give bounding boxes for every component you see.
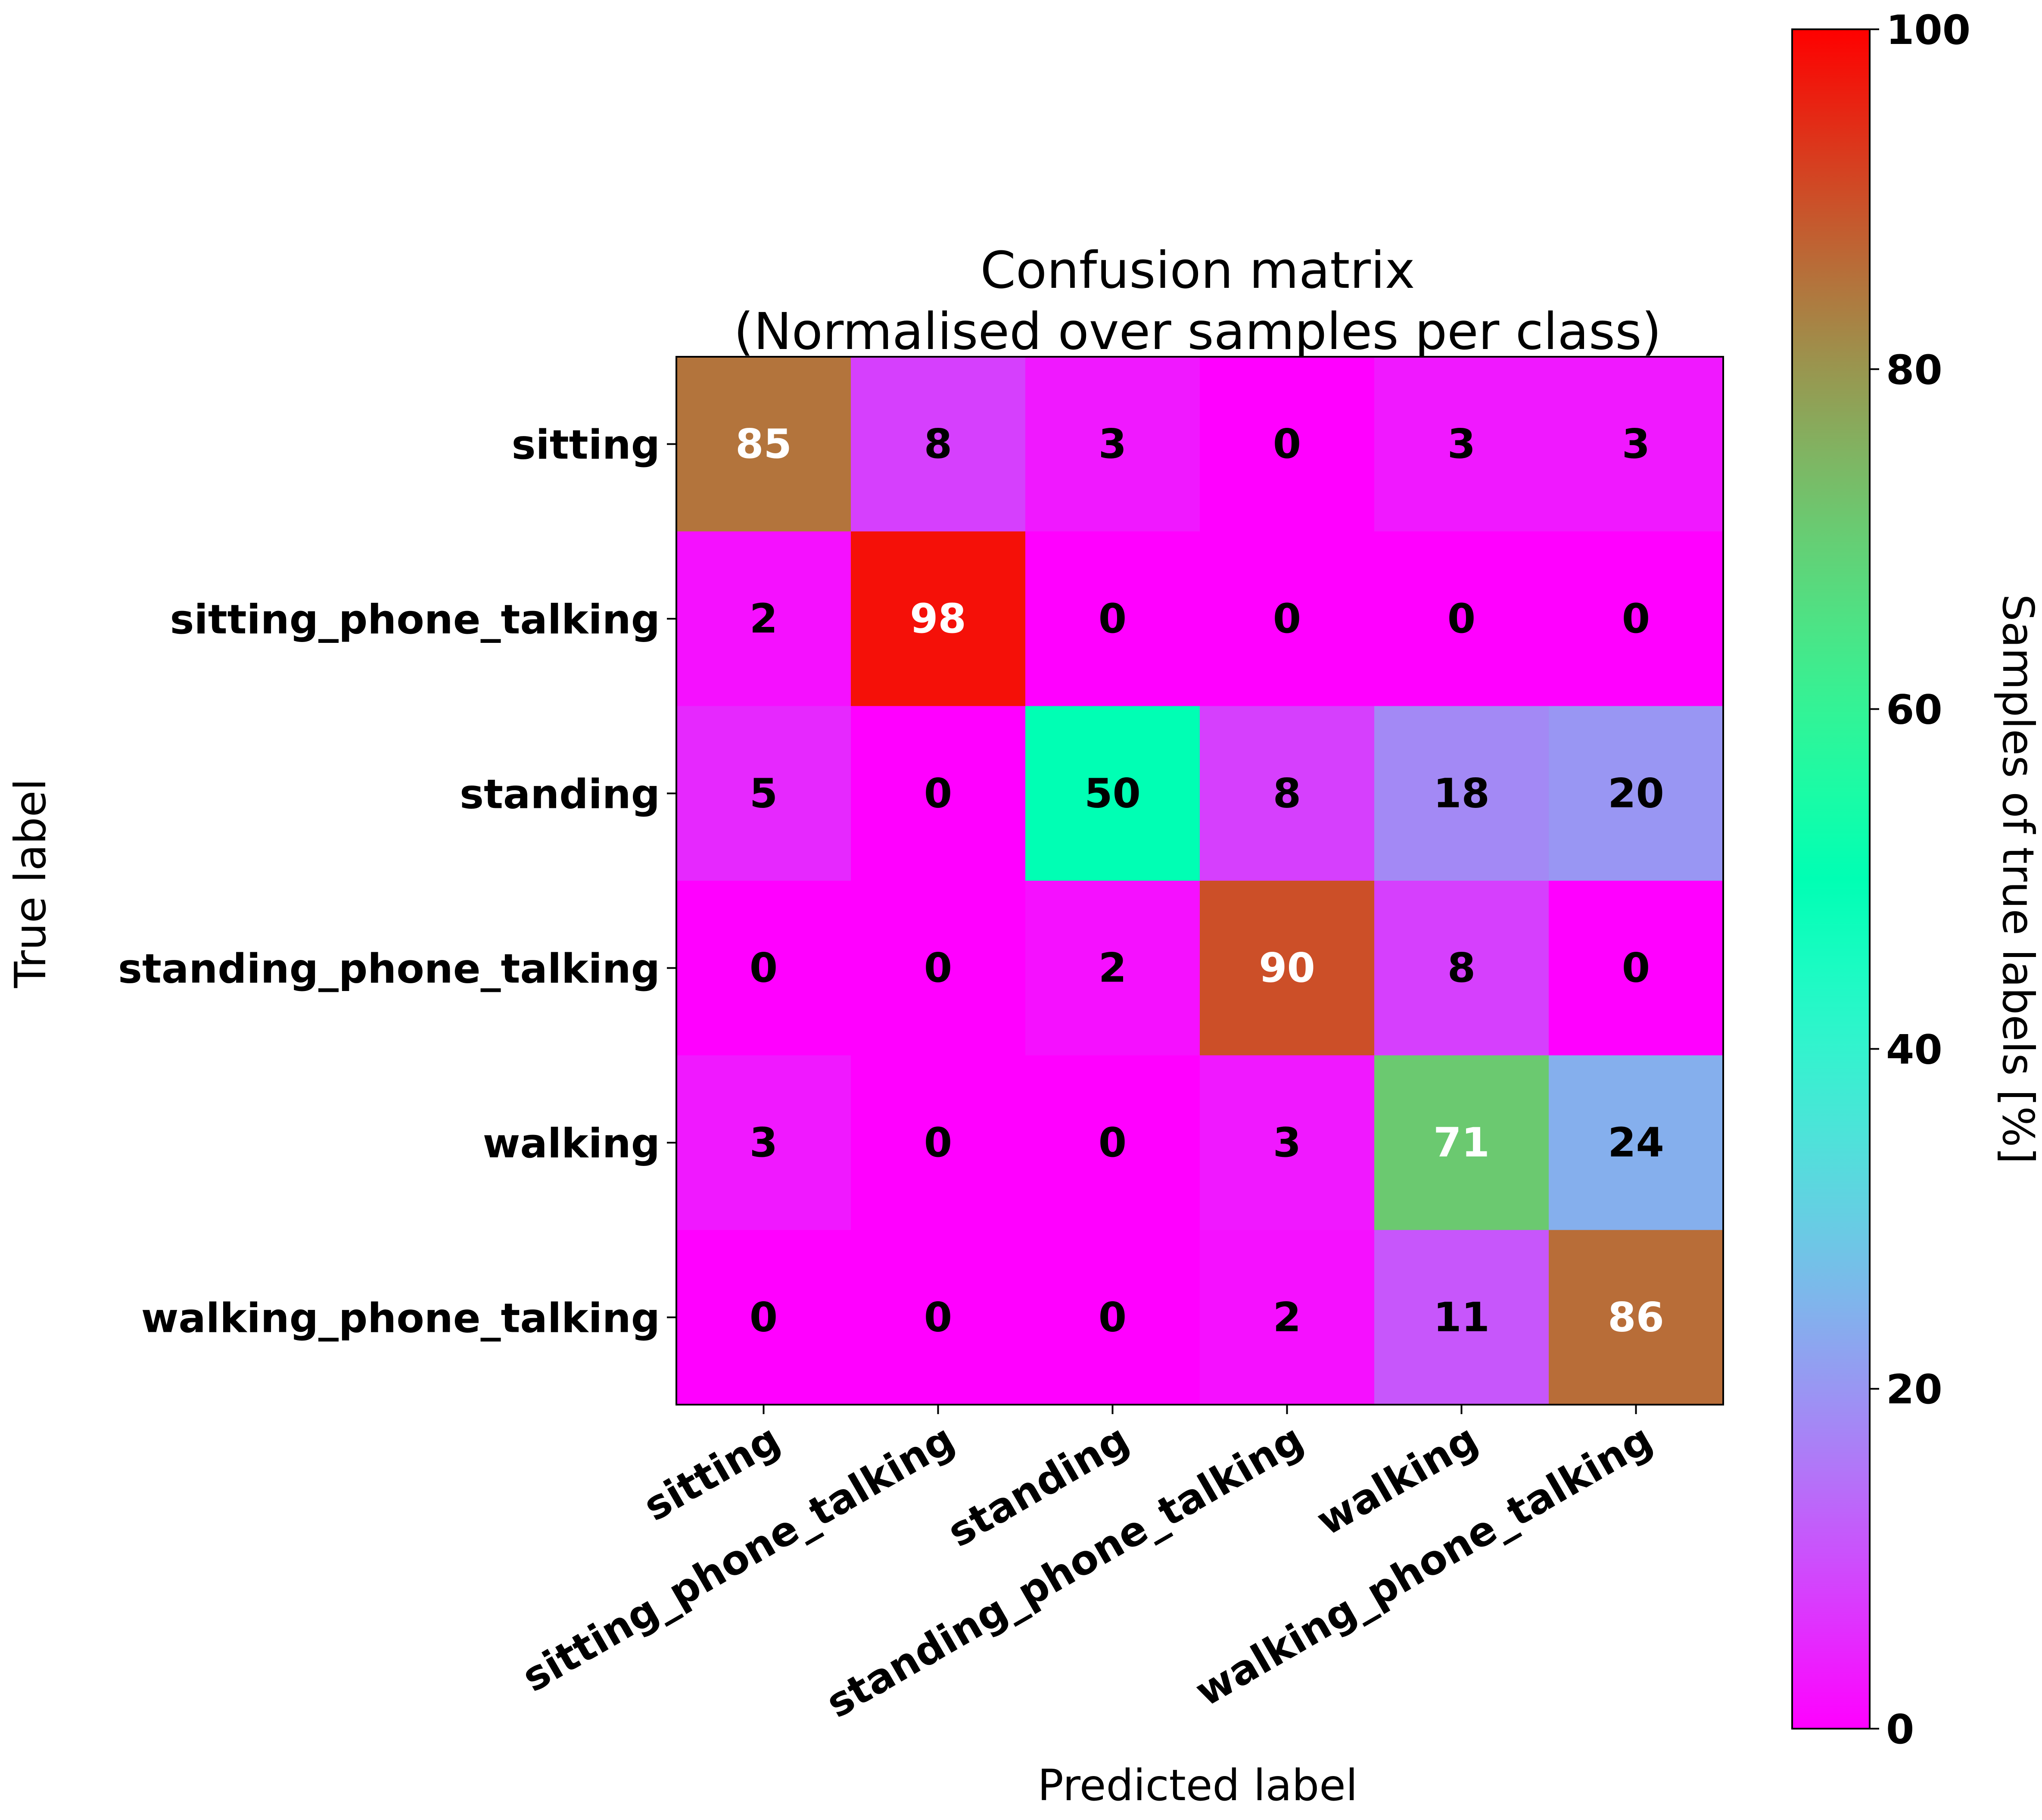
cell-label-0-5: 3 xyxy=(1622,421,1650,468)
cell-4-3 xyxy=(1200,1055,1375,1231)
cell-0-3 xyxy=(1200,357,1375,532)
colorbar-tick-label-3: 60 xyxy=(1886,687,1942,734)
cell-2-4 xyxy=(1374,706,1549,881)
cell-label-0-2: 3 xyxy=(1099,421,1127,468)
x-axis-label: Predicted label xyxy=(1037,1760,1357,1811)
colorbar-tick-label-1: 20 xyxy=(1886,1366,1942,1413)
y-tick-label-5: walking_phone_talking xyxy=(141,1295,660,1342)
cell-label-4-0: 3 xyxy=(750,1119,778,1166)
cell-5-4 xyxy=(1374,1230,1549,1405)
cell-5-1 xyxy=(851,1230,1026,1405)
cell-label-5-3: 2 xyxy=(1273,1294,1301,1341)
cell-2-3 xyxy=(1200,706,1375,881)
cell-label-0-0: 85 xyxy=(735,421,792,468)
cell-label-1-4: 0 xyxy=(1447,595,1475,642)
y-axis: sitting sitting_phone_talking standing stan… xyxy=(118,422,676,1342)
heatmap-cell-labels: 85 8 3 0 3 32 98 0 0 0 05 0 50 8 18 200 0 2 90 8 03 0 0 3 71 240 0… xyxy=(735,421,1664,1341)
colorbar-ticks: 0 20 40 60 80 100 xyxy=(1870,7,1970,1753)
x-tick-label-0: sitting xyxy=(636,1416,788,1531)
cell-label-4-5: 24 xyxy=(1608,1119,1664,1166)
cell-1-3 xyxy=(1200,531,1375,707)
chart-title-line-2: (Normalised over samples per class) xyxy=(734,302,1661,361)
cell-label-5-4: 11 xyxy=(1433,1294,1490,1341)
cell-5-0 xyxy=(676,1230,851,1405)
cell-2-2 xyxy=(1025,706,1200,881)
cell-label-0-3: 0 xyxy=(1273,421,1301,468)
cell-3-2 xyxy=(1025,880,1200,1056)
y-tick-label-1: sitting_phone_talking xyxy=(170,596,660,643)
cell-label-3-5: 0 xyxy=(1622,945,1650,992)
cell-0-4 xyxy=(1374,357,1549,532)
cell-label-5-2: 0 xyxy=(1099,1294,1127,1341)
cell-label-4-1: 0 xyxy=(924,1119,952,1166)
cell-label-2-1: 0 xyxy=(924,770,952,817)
cell-2-1 xyxy=(851,706,1026,881)
cell-3-3 xyxy=(1200,880,1375,1056)
cell-3-5 xyxy=(1549,880,1724,1056)
cell-label-5-1: 0 xyxy=(924,1294,952,1341)
cell-label-4-3: 3 xyxy=(1273,1119,1301,1166)
cell-0-5 xyxy=(1549,357,1724,532)
cell-label-1-5: 0 xyxy=(1622,595,1650,642)
cell-label-1-3: 0 xyxy=(1273,595,1301,642)
cell-5-2 xyxy=(1025,1230,1200,1405)
cell-label-3-0: 0 xyxy=(750,945,778,992)
cell-label-0-4: 3 xyxy=(1447,421,1475,468)
cell-label-3-1: 0 xyxy=(924,945,952,992)
y-axis-label: True label xyxy=(5,779,56,988)
cell-0-2 xyxy=(1025,357,1200,532)
x-axis: sittingsitting_phone_talkingstandingstan… xyxy=(514,1404,1660,1727)
colorbar-label: Samples of true labels [%] xyxy=(1993,594,2042,1164)
cell-label-2-0: 5 xyxy=(750,770,778,817)
cell-2-5 xyxy=(1549,706,1724,881)
y-tick-label-0: sitting xyxy=(512,422,660,469)
cell-label-2-3: 8 xyxy=(1273,770,1301,817)
colorbar-tick-label-2: 40 xyxy=(1886,1026,1942,1073)
cell-label-2-4: 18 xyxy=(1433,770,1490,817)
colorbar-tick-label-4: 80 xyxy=(1886,347,1942,394)
cell-3-1 xyxy=(851,880,1026,1056)
cell-label-3-3: 90 xyxy=(1259,945,1315,992)
heatmap-cells xyxy=(676,357,1724,1405)
y-tick-label-4: walking xyxy=(483,1120,660,1167)
cell-label-3-4: 8 xyxy=(1447,945,1475,992)
cell-label-5-5: 86 xyxy=(1608,1294,1664,1341)
cell-2-0 xyxy=(676,706,851,881)
heatmap-frame xyxy=(675,356,1724,1406)
cell-1-0 xyxy=(676,531,851,707)
cell-label-1-0: 2 xyxy=(750,595,778,642)
colorbar-tick-label-0: 0 xyxy=(1886,1706,1914,1753)
cell-1-2 xyxy=(1025,531,1200,707)
cell-0-0 xyxy=(676,357,851,532)
cell-5-5 xyxy=(1549,1230,1724,1405)
cell-label-1-2: 0 xyxy=(1099,595,1127,642)
cell-1-5 xyxy=(1549,531,1724,707)
cell-0-1 xyxy=(851,357,1026,532)
cell-label-4-4: 71 xyxy=(1433,1119,1490,1166)
cell-label-5-0: 0 xyxy=(750,1294,778,1341)
cell-4-5 xyxy=(1549,1055,1724,1231)
cell-label-3-2: 2 xyxy=(1099,945,1127,992)
cell-4-0 xyxy=(676,1055,851,1231)
cell-4-1 xyxy=(851,1055,1026,1231)
cell-label-1-1: 98 xyxy=(910,595,966,642)
cell-label-2-2: 50 xyxy=(1084,770,1141,817)
cell-1-4 xyxy=(1374,531,1549,707)
cell-1-1 xyxy=(851,531,1026,707)
colorbar xyxy=(1791,28,1871,1730)
cell-3-0 xyxy=(676,880,851,1056)
cell-4-4 xyxy=(1374,1055,1549,1231)
cell-4-2 xyxy=(1025,1055,1200,1231)
colorbar-tick-label-5: 100 xyxy=(1886,7,1970,54)
chart-title-line-1: Confusion matrix xyxy=(980,240,1415,300)
cell-label-2-5: 20 xyxy=(1608,770,1664,817)
cell-3-4 xyxy=(1374,880,1549,1056)
cell-5-3 xyxy=(1200,1230,1375,1405)
y-tick-label-2: standing xyxy=(460,771,660,818)
cell-label-0-1: 8 xyxy=(924,421,952,468)
y-tick-label-3: standing_phone_talking xyxy=(118,946,660,993)
cell-label-4-2: 0 xyxy=(1099,1119,1127,1166)
